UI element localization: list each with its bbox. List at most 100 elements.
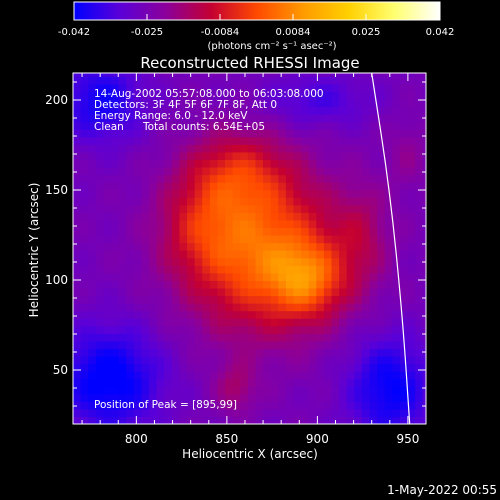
heatmap-cell <box>209 106 219 115</box>
heatmap-cell <box>118 393 127 402</box>
heatmap-cell <box>407 182 416 191</box>
heatmap-cell <box>392 272 401 281</box>
heatmap-cell <box>225 212 234 221</box>
heatmap-cell <box>377 325 386 334</box>
heatmap-cell <box>278 325 287 334</box>
heatmap-cell <box>255 114 264 123</box>
heatmap-cell <box>285 159 295 168</box>
heatmap-cell <box>126 106 135 115</box>
heatmap-cell <box>339 257 348 266</box>
heatmap-cell <box>392 159 401 168</box>
heatmap-cell <box>225 355 234 365</box>
heatmap-cell <box>278 401 287 410</box>
heatmap-cell <box>111 355 120 365</box>
heatmap-cell <box>149 159 158 168</box>
heatmap-cell <box>141 401 150 410</box>
heatmap-cell <box>316 318 325 327</box>
heatmap-cell <box>354 182 363 191</box>
heatmap-cell <box>369 310 378 319</box>
heatmap-cell <box>240 355 249 365</box>
heatmap-cell <box>194 257 203 266</box>
heatmap-cell <box>111 318 120 327</box>
heatmap-cell <box>247 401 257 410</box>
heatmap-cell <box>407 227 416 236</box>
heatmap-cell <box>331 83 340 92</box>
heatmap-cell <box>187 348 196 357</box>
heatmap-cell <box>377 83 386 92</box>
heatmap-cell <box>209 416 219 424</box>
heatmap-cell <box>399 91 409 100</box>
heatmap-cell <box>80 303 89 312</box>
heatmap-cell <box>103 242 112 251</box>
heatmap-cell <box>103 212 112 221</box>
heatmap-cell <box>171 401 181 410</box>
heatmap-cell <box>422 272 426 281</box>
heatmap-cell <box>240 408 249 418</box>
heatmap-cell <box>399 363 409 372</box>
heatmap-cell <box>126 287 135 297</box>
heatmap-cell <box>361 265 371 274</box>
heatmap-cell <box>149 310 158 319</box>
heatmap-cell <box>361 227 371 236</box>
heatmap-cell <box>126 355 135 365</box>
heatmap-cell <box>255 227 264 236</box>
heatmap-cell <box>301 393 310 402</box>
heatmap-cell <box>308 280 317 289</box>
heatmap-cell <box>141 189 150 198</box>
heatmap-cell <box>164 76 173 85</box>
heatmap-cell <box>369 355 378 365</box>
heatmap-cell <box>179 121 188 130</box>
heatmap-cell <box>103 318 112 327</box>
heatmap-cell <box>88 348 97 357</box>
heatmap-cell <box>361 91 371 100</box>
heatmap-cell <box>164 378 173 387</box>
heatmap-cell <box>415 371 424 380</box>
heatmap-cell <box>209 325 219 334</box>
heatmap-cell <box>278 227 287 236</box>
heatmap-cell <box>255 310 264 319</box>
heatmap-cell <box>111 310 120 319</box>
heatmap-cell <box>316 408 325 418</box>
heatmap-cell <box>164 371 173 380</box>
heatmap-cell <box>194 174 203 183</box>
heatmap-cell <box>407 371 416 380</box>
heatmap-cell <box>240 363 249 372</box>
heatmap-cell <box>369 416 378 424</box>
heatmap-cell <box>194 280 203 289</box>
heatmap-cell <box>240 114 249 123</box>
heatmap-cell <box>141 371 150 380</box>
heatmap-cell <box>384 204 393 213</box>
heatmap-cell <box>399 129 409 138</box>
heatmap-cell <box>285 174 295 183</box>
heatmap-cell <box>194 242 203 251</box>
heatmap-cell <box>316 227 325 236</box>
heatmap-cell <box>323 197 333 206</box>
heatmap-cell <box>111 121 120 130</box>
heatmap-cell <box>308 182 317 191</box>
heatmap-cell <box>399 227 409 236</box>
heatmap-cell <box>217 242 226 251</box>
heatmap-cell <box>240 242 249 251</box>
heatmap-cell <box>103 227 112 236</box>
heatmap-cell <box>80 280 89 289</box>
heatmap-cell <box>285 151 295 160</box>
heatmap-cell <box>323 348 333 357</box>
heatmap-cell <box>149 378 158 387</box>
heatmap-cell <box>331 151 340 160</box>
heatmap-cell <box>308 250 317 259</box>
heatmap-cell <box>187 408 196 418</box>
heatmap-cell <box>240 197 249 206</box>
heatmap-cell <box>247 280 257 289</box>
heatmap-cell <box>232 355 241 365</box>
heatmap-cell <box>346 242 355 251</box>
heatmap-cell <box>285 136 295 145</box>
heatmap-cell <box>285 144 295 153</box>
heatmap-cell <box>399 106 409 115</box>
heatmap-cell <box>171 363 181 372</box>
heatmap-cell <box>156 136 165 145</box>
heatmap-cell <box>407 129 416 138</box>
heatmap-cell <box>133 151 143 160</box>
heatmap-cell <box>339 136 348 145</box>
heatmap-cell <box>164 159 173 168</box>
heatmap-cell <box>202 265 211 274</box>
